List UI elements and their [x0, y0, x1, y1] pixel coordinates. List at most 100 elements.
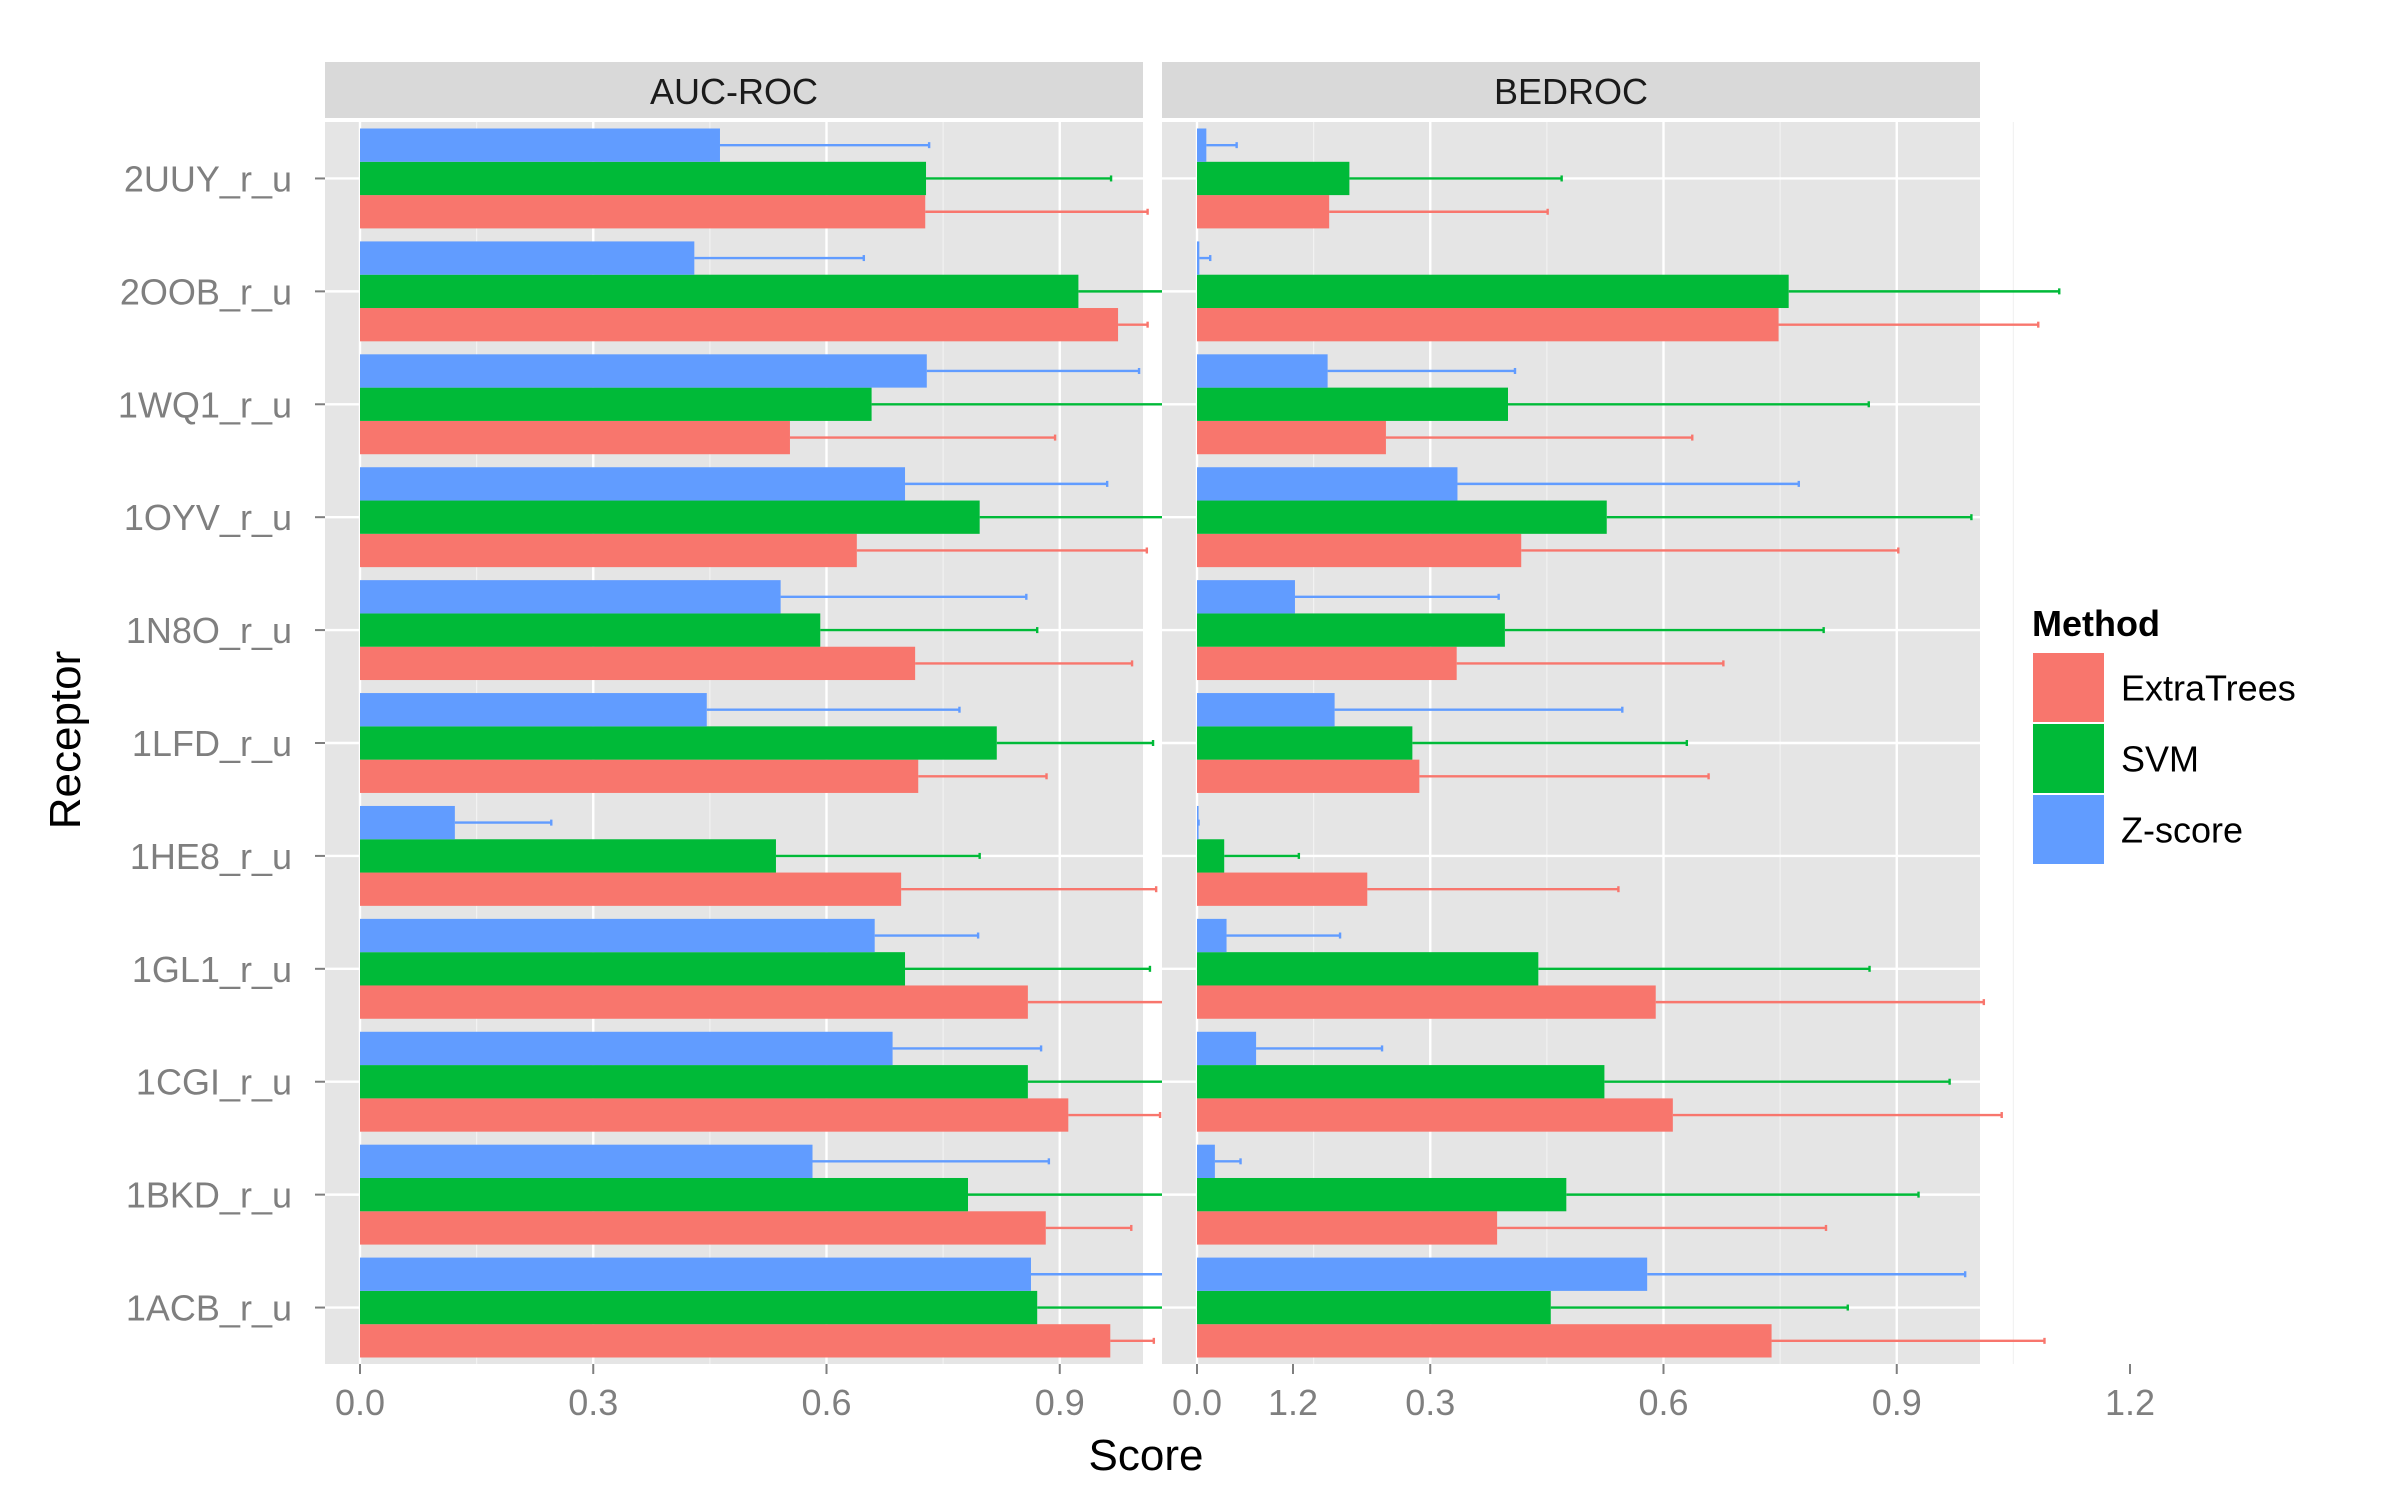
bar-extratrees	[360, 646, 916, 681]
bar-svm	[1197, 387, 1508, 421]
bar-z-score	[1197, 467, 1458, 501]
bar-z-score	[1197, 918, 1227, 953]
bar-svm	[1197, 500, 1607, 534]
bar-extratrees	[1197, 985, 1656, 1019]
legend-swatch	[2033, 653, 2104, 722]
bar-svm	[360, 1290, 1038, 1325]
bar-svm	[360, 161, 927, 196]
bar-svm	[360, 1065, 1028, 1099]
panel-strip	[1162, 62, 1980, 118]
bar-extratrees	[1197, 1098, 1673, 1132]
x-tick-label: 0.3	[568, 1382, 618, 1423]
legend-label: SVM	[2121, 739, 2199, 780]
bar-extratrees	[1197, 420, 1386, 455]
x-axis-title: Score	[1089, 1431, 1204, 1480]
bar-z-score	[1197, 241, 1200, 275]
bar-svm	[1197, 1290, 1551, 1325]
bar-extratrees	[1197, 646, 1457, 681]
bar-svm	[1197, 274, 1789, 309]
bar-extratrees	[1197, 759, 1420, 793]
bar-z-score	[360, 1144, 813, 1178]
x-tick-label: 0.3	[1405, 1382, 1455, 1423]
bar-svm	[360, 500, 980, 534]
bar-svm	[1197, 1065, 1605, 1099]
x-axes: 0.0 0.3 0.6 0.9 1.2 0.0 0.3 0.6 0.9 1.2	[335, 1364, 2155, 1423]
bar-svm	[1197, 613, 1505, 647]
x-tick-label: 0.0	[1172, 1382, 1222, 1423]
x-axis-bedroc: 0.0 0.3 0.6 0.9 1.2	[1172, 1364, 2155, 1423]
x-tick-label: 0.0	[335, 1382, 385, 1423]
bar-z-score	[360, 918, 875, 953]
bar-svm	[360, 274, 1079, 309]
panel-auc-roc: AUC-ROC	[325, 62, 1295, 1364]
bar-z-score	[1197, 580, 1295, 614]
bar-svm	[1197, 726, 1413, 760]
bar-svm	[360, 387, 872, 421]
y-tick-label: 1OYV_r_u	[124, 497, 292, 538]
legend-label: Z-score	[2121, 810, 2243, 851]
y-tick-label: 1ACB_r_u	[126, 1288, 292, 1329]
bar-svm	[360, 952, 906, 986]
bar-extratrees	[360, 1098, 1069, 1132]
bar-extratrees	[360, 872, 902, 906]
bar-extratrees	[360, 195, 926, 229]
panel-strip	[325, 62, 1143, 118]
bar-extratrees	[360, 308, 1119, 342]
bar-z-score	[360, 1257, 1031, 1291]
bar-extratrees	[360, 420, 790, 455]
bar-extratrees	[360, 533, 857, 568]
legend-swatch	[2033, 795, 2104, 864]
y-tick-label: 1HE8_r_u	[130, 836, 292, 877]
y-tick-label: 1WQ1_r_u	[118, 384, 292, 425]
y-tick-label: 1LFD_r_u	[132, 723, 292, 764]
bar-z-score	[1197, 1144, 1215, 1178]
x-tick-label: 0.6	[801, 1382, 851, 1423]
y-tick-label: 1N8O_r_u	[126, 610, 292, 651]
bar-svm	[1197, 839, 1225, 873]
bar-z-score	[360, 1031, 893, 1066]
bar-svm	[360, 726, 997, 760]
bar-z-score	[360, 580, 781, 614]
bar-svm	[1197, 952, 1539, 986]
panel-strip-label: BEDROC	[1494, 71, 1648, 112]
bar-extratrees	[1197, 195, 1330, 229]
bar-extratrees	[1197, 308, 1779, 342]
bar-svm	[1197, 1177, 1567, 1212]
bar-extratrees	[360, 1211, 1046, 1245]
legend-title: Method	[2032, 603, 2160, 644]
x-axis-auc-roc: 0.0 0.3 0.6 0.9 1.2	[335, 1364, 1318, 1423]
bar-svm	[360, 1177, 969, 1212]
y-tick-label: 1CGI_r_u	[136, 1062, 292, 1103]
x-tick-label: 0.6	[1638, 1382, 1688, 1423]
bar-z-score	[1197, 1257, 1648, 1291]
y-tick-label: 1GL1_r_u	[132, 949, 292, 990]
bar-extratrees	[360, 759, 919, 793]
panel-bedroc: BEDROC	[1162, 62, 2132, 1364]
bar-z-score	[1197, 1031, 1257, 1066]
bar-svm	[1197, 161, 1350, 196]
bar-z-score	[1197, 354, 1328, 388]
bar-extratrees	[360, 985, 1028, 1019]
bar-z-score	[360, 354, 927, 388]
bar-z-score	[360, 467, 906, 501]
bar-z-score	[360, 805, 455, 840]
legend: Method ExtraTrees SVM Z-score	[2031, 603, 2296, 866]
bar-extratrees	[1197, 872, 1368, 906]
legend-label: ExtraTrees	[2121, 668, 2296, 709]
bar-svm	[360, 613, 821, 647]
x-tick-label: 0.9	[1872, 1382, 1922, 1423]
x-tick-label: 0.9	[1035, 1382, 1085, 1423]
y-axis: 2UUY_r_u 2OOB_r_u 1WQ1_r_u 1OYV_r_u 1N8O_r_u…	[118, 158, 325, 1329]
bar-z-score	[360, 241, 695, 275]
x-tick-label: 1.2	[1268, 1382, 1318, 1423]
bar-extratrees	[1197, 533, 1522, 568]
bar-extratrees	[1197, 1324, 1772, 1358]
y-tick-label: 2OOB_r_u	[120, 271, 292, 312]
bar-z-score	[1197, 693, 1335, 727]
legend-swatch	[2033, 724, 2104, 793]
x-tick-label: 1.2	[2105, 1382, 2155, 1423]
panels: AUC-ROC BEDROC	[325, 62, 2132, 1364]
panel-strip-label: AUC-ROC	[650, 71, 818, 112]
bar-z-score	[1197, 128, 1207, 162]
